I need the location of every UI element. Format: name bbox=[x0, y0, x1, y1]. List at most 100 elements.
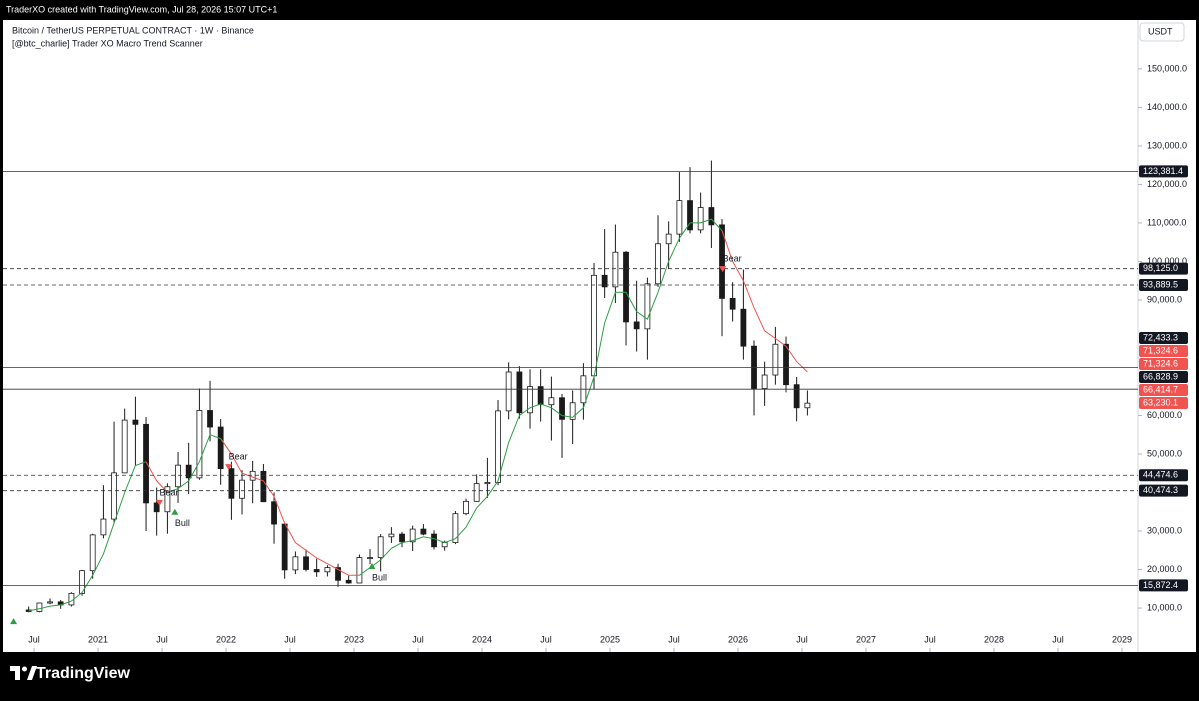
y-tick-label: 110,000.0 bbox=[1147, 217, 1186, 227]
plot-background bbox=[3, 20, 1196, 652]
candle-body bbox=[548, 397, 555, 406]
candle-body bbox=[249, 470, 256, 481]
candle-body bbox=[665, 233, 672, 245]
price-label: 40,474.3 bbox=[1143, 485, 1178, 495]
x-tick-label: 2022 bbox=[216, 634, 236, 644]
candle-body bbox=[399, 533, 405, 543]
candle-body bbox=[569, 402, 576, 420]
candle-body bbox=[409, 528, 416, 543]
price-label-box bbox=[1139, 165, 1188, 178]
price-label: 66,828.9 bbox=[1143, 371, 1178, 381]
chart-subtitle: [@btc_charlie] Trader XO Macro Trend Sca… bbox=[12, 38, 203, 48]
candle-body bbox=[463, 500, 469, 515]
y-axis-label: USDT bbox=[1148, 26, 1173, 36]
trend-line bbox=[145, 230, 808, 576]
price-label-box bbox=[1139, 371, 1188, 384]
candle-body bbox=[644, 283, 651, 330]
price-label: 71,324.6 bbox=[1143, 345, 1178, 355]
candle-body bbox=[281, 523, 288, 571]
price-label-box bbox=[1139, 469, 1188, 482]
x-tick-label: 2028 bbox=[984, 634, 1004, 644]
signal-label: Bear bbox=[229, 451, 248, 461]
signal-marker bbox=[10, 618, 18, 625]
candle-body bbox=[537, 386, 544, 406]
signal-label: Bear bbox=[159, 487, 178, 497]
y-tick-label: 150,000.0 bbox=[1147, 63, 1187, 73]
candle-body bbox=[388, 533, 395, 538]
candle-body bbox=[516, 371, 523, 414]
x-tick-label: 2023 bbox=[344, 634, 364, 644]
x-tick-label: Jul bbox=[284, 634, 296, 644]
candle-body bbox=[559, 397, 565, 420]
candle-body bbox=[313, 569, 320, 573]
candle-body bbox=[783, 343, 789, 386]
candle-body bbox=[708, 207, 715, 226]
candle-body bbox=[623, 251, 629, 323]
price-label: 44,474.6 bbox=[1143, 470, 1178, 480]
x-tick-label: Jul bbox=[796, 634, 808, 644]
candle-body bbox=[196, 410, 203, 479]
price-label-box bbox=[1139, 484, 1188, 497]
candle-body bbox=[484, 482, 491, 485]
y-tick-label: 100,000.0 bbox=[1147, 256, 1187, 266]
price-label-box bbox=[1139, 278, 1188, 291]
price-label: 93,889.5 bbox=[1143, 279, 1178, 289]
signal-marker bbox=[719, 266, 727, 273]
candle-body bbox=[676, 200, 683, 235]
price-label: 63,230.1 bbox=[1143, 397, 1178, 407]
signal-marker bbox=[225, 464, 233, 471]
candle-body bbox=[175, 464, 181, 488]
candle-body bbox=[804, 402, 811, 409]
candle-body bbox=[473, 483, 480, 502]
candle-body bbox=[164, 486, 171, 513]
signal-label: Bull bbox=[372, 572, 387, 582]
price-label-box bbox=[1139, 345, 1188, 358]
x-tick-label: Jul bbox=[668, 634, 680, 644]
chart-title: Bitcoin / TetherUS PERPETUAL CONTRACT · … bbox=[12, 25, 254, 35]
caption: TraderXO created with TradingView.com, J… bbox=[6, 4, 277, 14]
price-label: 72,433.3 bbox=[1143, 332, 1178, 342]
candle-body bbox=[111, 472, 117, 520]
candle-body bbox=[153, 502, 160, 513]
price-label: 71,324.6 bbox=[1143, 358, 1178, 368]
signal-label: Bull bbox=[175, 518, 190, 528]
candle-body bbox=[729, 298, 736, 310]
candle-body bbox=[633, 321, 640, 330]
candle-body bbox=[612, 251, 619, 288]
x-tick-label: Jul bbox=[1052, 634, 1064, 644]
candle-body bbox=[185, 464, 192, 479]
x-tick-label: Jul bbox=[540, 634, 552, 644]
candle-body bbox=[740, 308, 747, 347]
price-label-box bbox=[1139, 579, 1188, 592]
candle-body bbox=[79, 570, 85, 594]
y-tick-label: 140,000.0 bbox=[1147, 102, 1187, 112]
x-tick-label: 2027 bbox=[856, 634, 876, 644]
candle-body bbox=[452, 513, 459, 543]
price-label: 15,872.4 bbox=[1143, 580, 1178, 590]
x-tick-label: Jul bbox=[412, 634, 424, 644]
signal-marker bbox=[155, 499, 163, 506]
candle-body bbox=[36, 602, 43, 612]
candle-body bbox=[505, 371, 512, 412]
candle-body bbox=[228, 468, 235, 499]
candle-body bbox=[303, 556, 309, 570]
candle-body bbox=[601, 274, 608, 288]
candle-body bbox=[207, 410, 213, 428]
candle-body bbox=[239, 479, 245, 499]
price-label-box bbox=[1139, 262, 1188, 275]
price-label: 66,414.7 bbox=[1143, 384, 1178, 394]
y-tick-label: 50,000.0 bbox=[1147, 448, 1182, 458]
price-label: 123,381.4 bbox=[1143, 166, 1183, 176]
signal-marker bbox=[171, 508, 179, 515]
brand: TradingView bbox=[36, 665, 131, 682]
candle-body bbox=[324, 567, 331, 573]
currency-box bbox=[1139, 22, 1185, 42]
candle-body bbox=[772, 343, 779, 376]
candle-body bbox=[719, 224, 725, 299]
x-tick-label: 2026 bbox=[728, 634, 748, 644]
candle-body bbox=[345, 579, 352, 584]
candle-body bbox=[335, 567, 341, 581]
y-tick-label: 10,000.0 bbox=[1147, 602, 1182, 612]
candle-body bbox=[687, 200, 693, 231]
